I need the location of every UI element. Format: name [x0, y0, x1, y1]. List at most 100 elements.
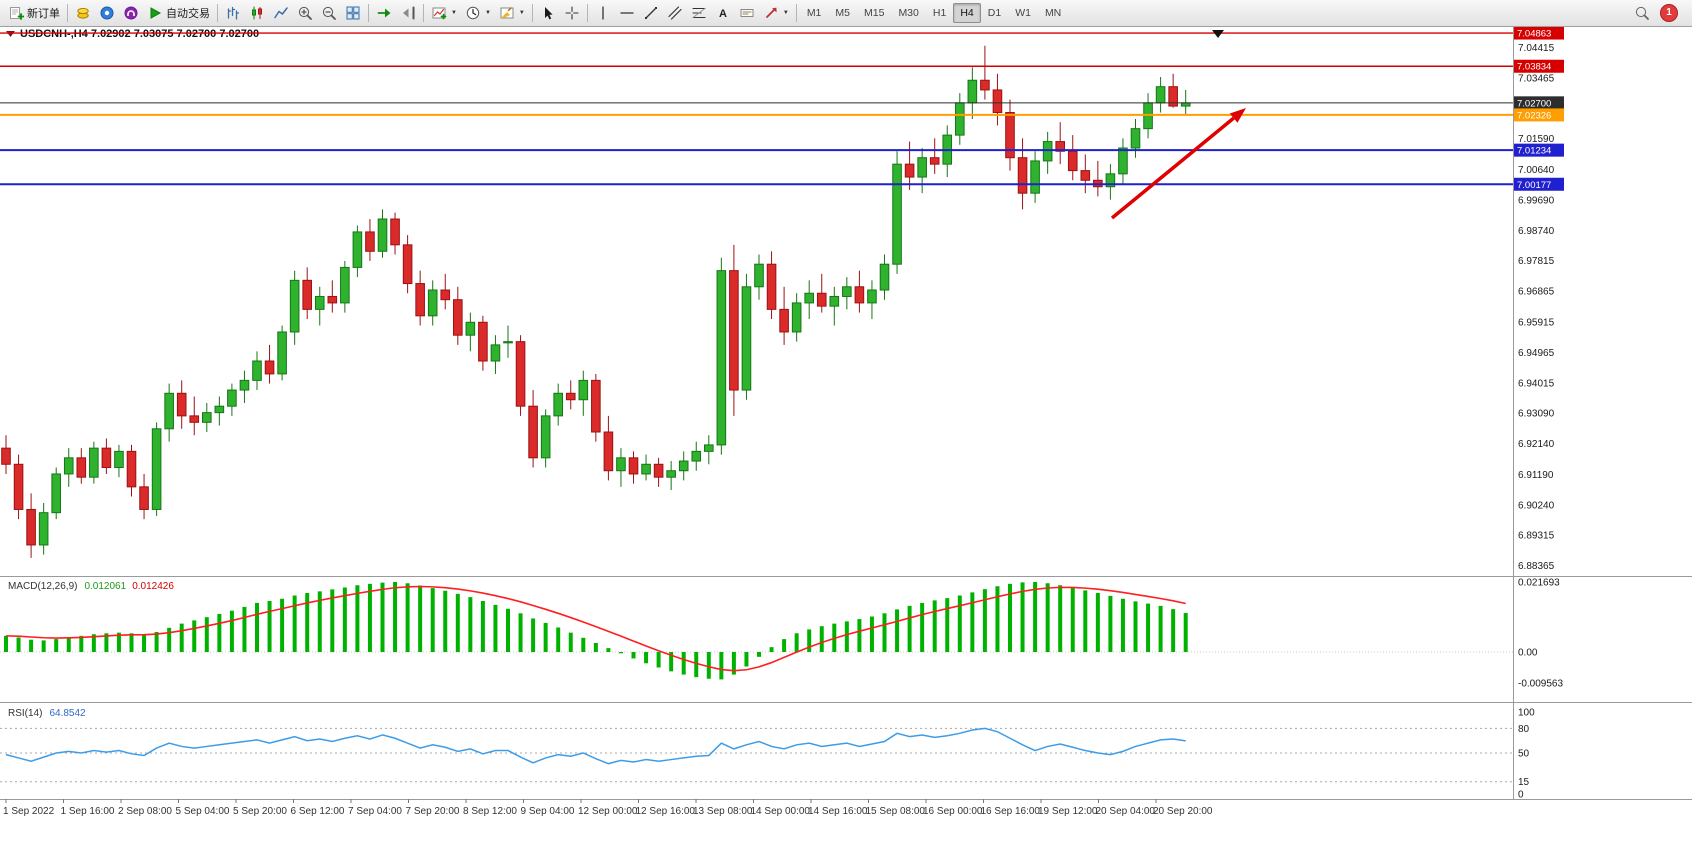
- candle-body: [980, 79, 990, 91]
- chart-plot-area[interactable]: [0, 27, 1513, 799]
- label-tool-button[interactable]: [735, 2, 759, 24]
- candle-body: [214, 405, 225, 414]
- community-button[interactable]: [95, 2, 119, 24]
- macd-name: MACD(12,26,9): [8, 581, 77, 592]
- crosshair-tool-button[interactable]: [560, 2, 584, 24]
- search-button[interactable]: [1630, 2, 1654, 24]
- price-axis-label: 6.99690: [1518, 195, 1555, 206]
- indicators-icon: [432, 7, 447, 20]
- rsi-level-label: 50: [1518, 749, 1530, 760]
- macd-main-value: 0.012061: [84, 581, 126, 592]
- chart-shift-button[interactable]: [396, 2, 420, 24]
- candle-body: [992, 89, 1003, 114]
- coins-button[interactable]: [71, 2, 95, 24]
- down-arrow-marker[interactable]: [1212, 30, 1224, 38]
- time-axis-label: 7 Sep 20:00: [406, 806, 460, 817]
- support-button[interactable]: [119, 2, 143, 24]
- timeframe-w1-button[interactable]: W1: [1008, 3, 1038, 23]
- time-axis-label: 19 Sep 12:00: [1038, 806, 1098, 817]
- fibonacci-icon: [692, 7, 706, 19]
- candle-body: [13, 463, 24, 510]
- chart-menu-triangle-icon[interactable]: [6, 31, 15, 37]
- candle-body: [628, 457, 639, 475]
- candle-body: [678, 460, 689, 472]
- candle-body: [151, 428, 162, 510]
- zoom-out-icon: [322, 6, 336, 20]
- candle-body: [904, 163, 915, 178]
- candle-body: [842, 286, 852, 297]
- line-chart-button[interactable]: [269, 2, 293, 24]
- trend-arrow[interactable]: [1110, 116, 1235, 220]
- candle-body: [917, 157, 927, 178]
- timeframe-m30-button[interactable]: M30: [891, 3, 925, 23]
- candle-body: [892, 163, 902, 265]
- candle-body: [729, 270, 739, 391]
- price-badge: [1514, 59, 1564, 73]
- price-axis-label: 7.03465: [1518, 74, 1555, 85]
- indicators-button[interactable]: ▼: [427, 2, 461, 24]
- candle-body: [478, 321, 488, 362]
- candle-body: [1042, 141, 1053, 162]
- zoom-out-button[interactable]: [317, 2, 341, 24]
- bar-chart-button[interactable]: [221, 2, 245, 24]
- price-axis-label: 6.94015: [1518, 379, 1555, 390]
- arrow-tool-icon: [765, 7, 777, 18]
- candle-body: [641, 463, 651, 475]
- arrows-tool-button[interactable]: ▼: [759, 2, 793, 24]
- trendline-tool-button[interactable]: [639, 2, 663, 24]
- time-axis-label: 1 Sep 16:00: [61, 806, 115, 817]
- price-axis-label: 6.88365: [1518, 561, 1555, 572]
- channel-tool-button[interactable]: [663, 2, 687, 24]
- periods-button[interactable]: ▼: [461, 2, 495, 24]
- line-chart-icon: [274, 7, 288, 19]
- crosshair-icon: [565, 6, 579, 20]
- macd-histogram: [4, 581, 1188, 680]
- zoom-in-button[interactable]: [293, 2, 317, 24]
- candle-body: [490, 344, 501, 362]
- new-order-button[interactable]: 新订单: [4, 2, 64, 24]
- magnifier-icon: [1635, 6, 1649, 20]
- candle-body: [314, 295, 325, 310]
- macd-axis-label: -0.009563: [1518, 678, 1563, 689]
- vertical-line-tool-button[interactable]: [591, 2, 615, 24]
- candle-body: [1168, 86, 1178, 107]
- dropdown-caret-icon: ▼: [451, 10, 457, 16]
- candlestick-chart-button[interactable]: [245, 2, 269, 24]
- rsi-level-label: 0: [1518, 790, 1524, 801]
- time-axis-label: 6 Sep 12:00: [291, 806, 345, 817]
- timeframe-m1-button[interactable]: M1: [800, 3, 829, 23]
- cursor-icon: [544, 7, 553, 20]
- timeframe-h4-button[interactable]: H4: [953, 3, 981, 23]
- candle-body: [453, 299, 463, 336]
- candle-body: [528, 405, 538, 459]
- fibonacci-tool-button[interactable]: [687, 2, 711, 24]
- price-axis-label: 6.96865: [1518, 287, 1555, 298]
- text-tool-button[interactable]: A: [711, 2, 735, 24]
- tile-windows-button[interactable]: [341, 2, 365, 24]
- price-badge: [1514, 26, 1564, 40]
- candlestick-chart-icon: [252, 6, 262, 20]
- cursor-tool-button[interactable]: [536, 2, 560, 24]
- toolbar-separator: [368, 4, 369, 22]
- price-badge: [1514, 108, 1564, 122]
- candle-body: [202, 412, 212, 423]
- label-icon: [740, 9, 754, 17]
- timeframe-h1-button[interactable]: H1: [926, 3, 953, 23]
- candle-body: [164, 392, 174, 430]
- timeframe-d1-button[interactable]: D1: [981, 3, 1008, 23]
- timeframe-mn-button[interactable]: MN: [1038, 3, 1068, 23]
- candle-body: [390, 218, 400, 246]
- horizontal-line-tool-button[interactable]: [615, 2, 639, 24]
- auto-scroll-button[interactable]: [372, 2, 396, 24]
- price-badge: [1514, 96, 1564, 110]
- timeframe-m15-button[interactable]: M15: [857, 3, 891, 23]
- candle-body: [101, 447, 112, 469]
- notification-badge[interactable]: 1: [1660, 4, 1678, 22]
- auto-trading-button[interactable]: 自动交易: [143, 2, 214, 24]
- candle-body: [277, 331, 287, 375]
- candle-body: [402, 244, 413, 285]
- templates-button[interactable]: ▼: [495, 2, 529, 24]
- timeframe-m5-button[interactable]: M5: [828, 3, 857, 23]
- dropdown-caret-icon: ▼: [518, 10, 525, 16]
